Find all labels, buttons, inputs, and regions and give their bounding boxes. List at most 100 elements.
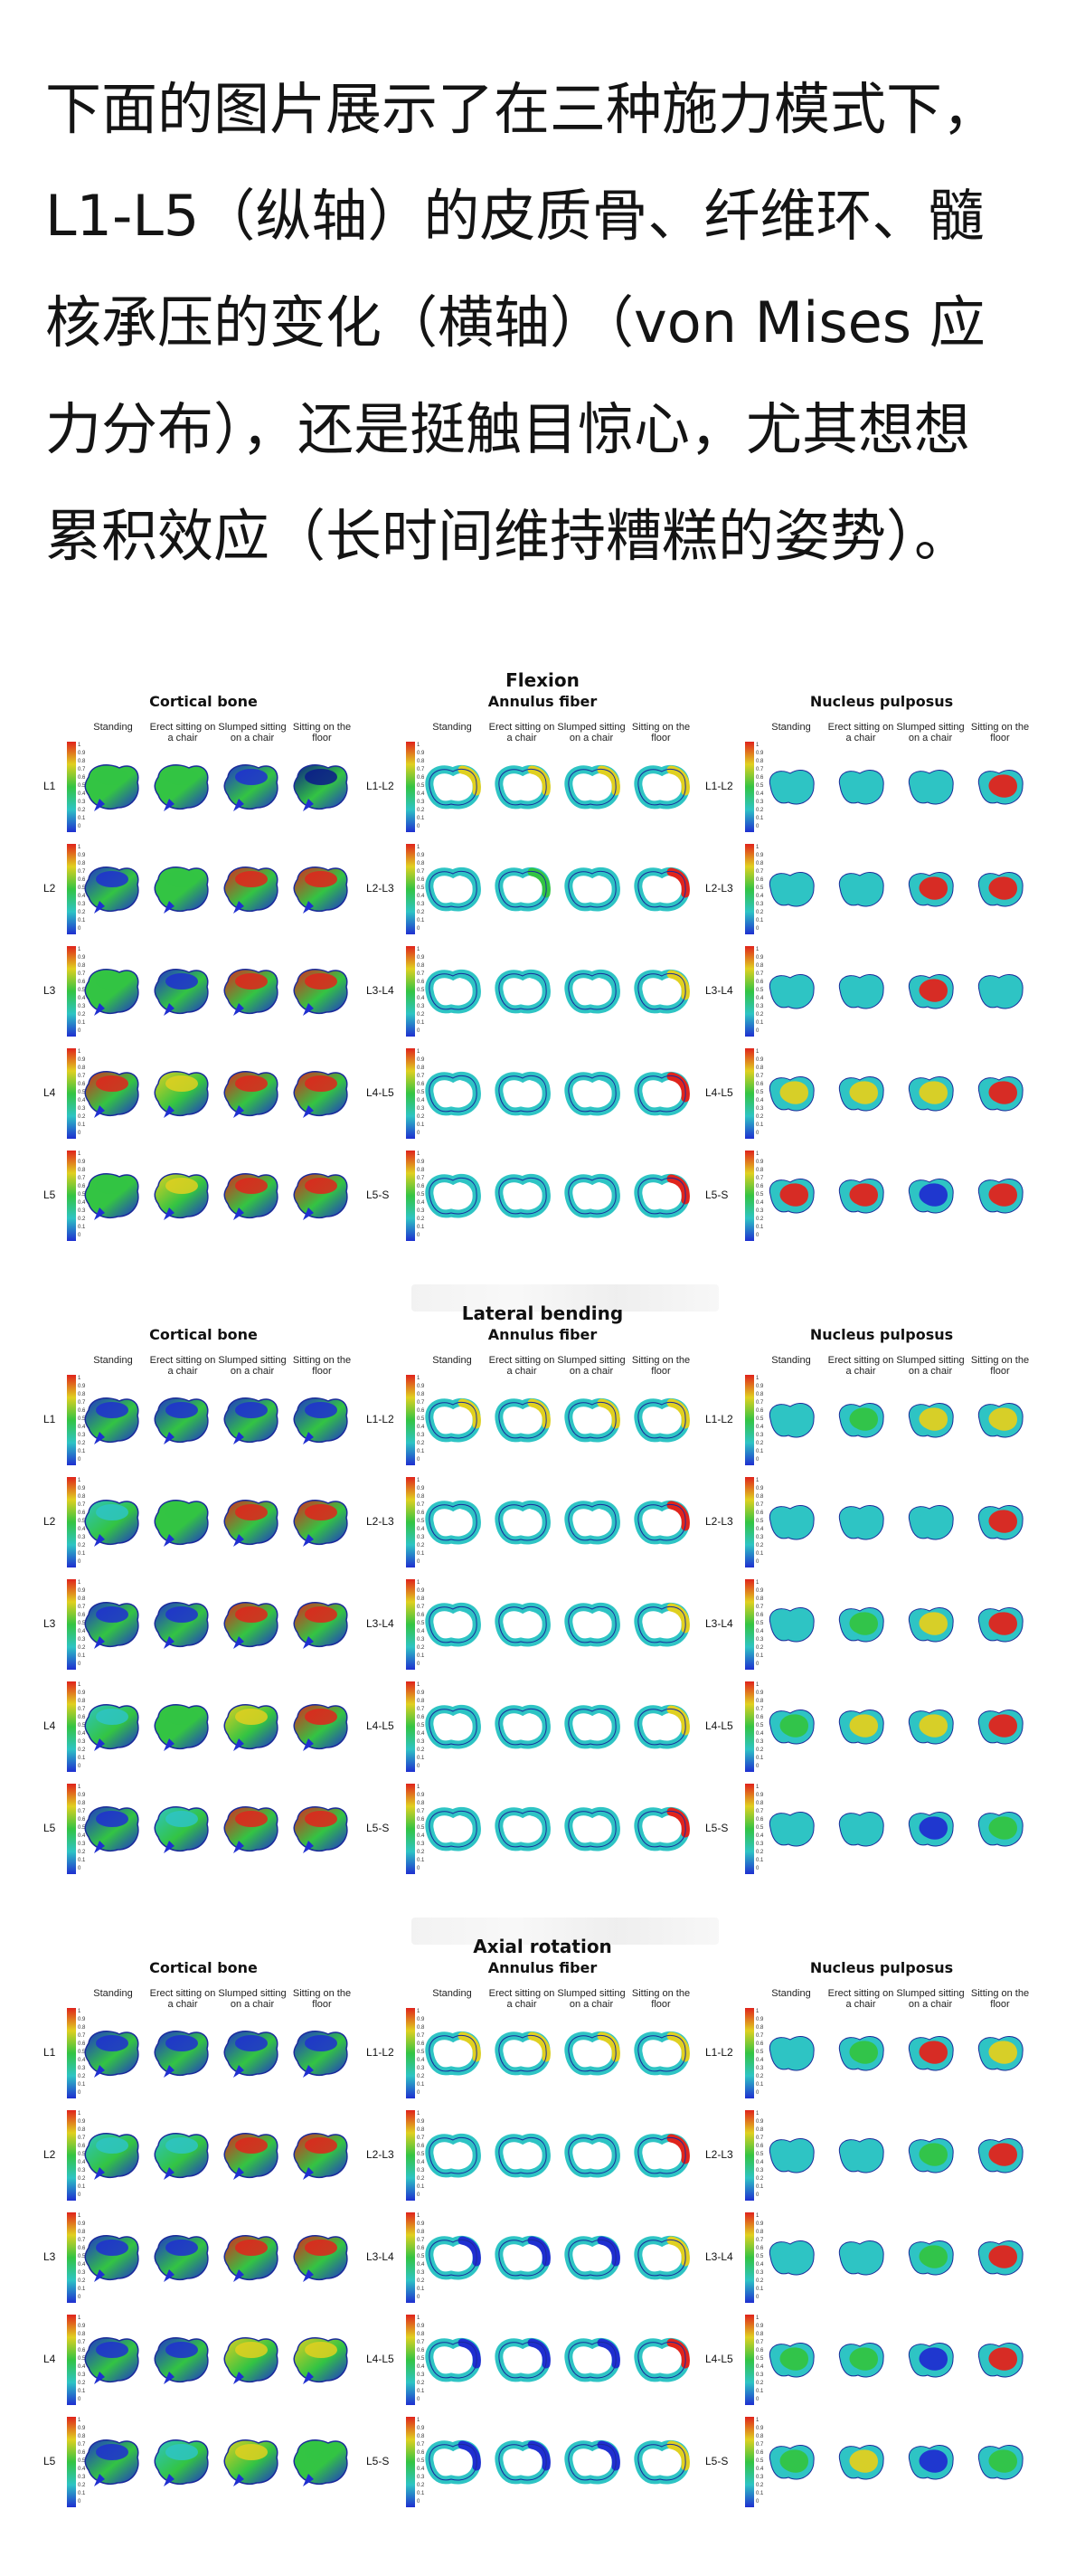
colorbar-tick: 0 <box>417 1559 420 1565</box>
colorbar-tick: 0.8 <box>78 2127 86 2133</box>
colorbar-tick: 0.1 <box>78 1122 86 1128</box>
bean-shape-icon <box>769 872 815 907</box>
ring-shape-icon <box>564 2133 620 2178</box>
colorbar-tick: 1 <box>78 1682 81 1688</box>
colorbar-ticks: 1 0.9 0.8 0.7 0.6 0.5 0.4 0.3 0.2 0.1 0 <box>756 1784 779 1874</box>
ring-cell <box>629 1392 693 1452</box>
colorbar-ticks: 1 0.9 0.8 0.7 0.6 0.5 0.4 0.3 0.2 0.1 0 <box>756 2008 779 2098</box>
colorbar-tick: 1 <box>756 1151 760 1157</box>
ring-shape-icon <box>425 2337 481 2382</box>
colorbar-tick: 0.2 <box>417 2483 425 2488</box>
colorbar-tick: 0 <box>78 2192 81 2198</box>
colorbar-ticks: 1 0.9 0.8 0.7 0.6 0.5 0.4 0.3 0.2 0.1 0 <box>756 1681 779 1772</box>
bean-shape-icon <box>977 2343 1024 2378</box>
colorbar-tick: 0.2 <box>78 808 86 813</box>
row-label: L1 <box>43 1413 56 1425</box>
colorbar-tick: 0.5 <box>78 783 86 789</box>
panel-title: Annulus fiber <box>487 1959 598 1976</box>
colorbar-tick: 0.8 <box>756 2025 764 2031</box>
bone-shape-icon <box>293 764 348 811</box>
row-label: L2-L3 <box>366 2148 394 2161</box>
ring-cell <box>490 1494 553 1554</box>
bean-cell <box>829 2434 892 2494</box>
colorbar-tick: 0.5 <box>417 1723 425 1728</box>
colorbar-tick: 0.2 <box>417 1114 425 1120</box>
colorbar-tick: 0.5 <box>78 2356 86 2362</box>
ring-shape-icon <box>495 1500 551 1545</box>
colorbar-tick: 0.9 <box>756 751 764 756</box>
colorbar-tick: 0 <box>78 2397 81 2402</box>
bean-cell <box>899 2332 962 2391</box>
colorbar-ticks: 1 0.9 0.8 0.7 0.6 0.5 0.4 0.3 0.2 0.1 0 <box>417 2212 440 2303</box>
colorbar-tick: 0.7 <box>417 2340 425 2345</box>
bean-shape-icon <box>838 1812 884 1847</box>
colorbar <box>406 2212 415 2303</box>
colorbar-tick: 0.3 <box>78 2372 86 2378</box>
colorbar-tick: 0.4 <box>78 2262 86 2268</box>
colorbar-tick: 0.1 <box>78 816 86 821</box>
colorbar-tick: 0.3 <box>417 1004 425 1009</box>
colorbar-tick: 0.2 <box>756 1645 764 1651</box>
bone-cell <box>290 1699 354 1758</box>
colorbar-tick: 1 <box>78 2213 81 2219</box>
colorbar-tick: 0.5 <box>417 1416 425 1422</box>
colorbar-tick: 0.4 <box>417 996 425 1001</box>
bone-shape-icon <box>293 969 348 1016</box>
colorbar-tick: 0.4 <box>756 2262 764 2268</box>
colorbar-tick: 0.7 <box>78 2238 86 2243</box>
section-title: Axial rotation <box>473 1936 612 1957</box>
colorbar-tick: 0.9 <box>756 1160 764 1165</box>
ring-cell <box>420 2127 484 2187</box>
ring-cell <box>420 2025 484 2085</box>
bone-shape-icon <box>154 2133 209 2180</box>
colorbar-tick: 0.5 <box>78 1825 86 1831</box>
colorbar-tick: 0.6 <box>756 1613 764 1618</box>
row-label: L2-L3 <box>705 1515 733 1528</box>
colorbar-tick: 0.3 <box>417 2475 425 2480</box>
colorbar-tick: 0.1 <box>417 1122 425 1128</box>
colorbar-tick: 0.4 <box>78 1833 86 1839</box>
colorbar <box>67 946 76 1037</box>
colorbar-tick: 0.8 <box>417 2230 425 2235</box>
colorbar-tick: 0.4 <box>417 791 425 797</box>
colorbar-tick: 0.8 <box>417 963 425 969</box>
bean-shape-icon <box>977 1403 1024 1438</box>
colorbar-tick: 0.1 <box>417 1653 425 1659</box>
colorbar-tick: 1 <box>417 1376 420 1381</box>
colorbar-tick: 0.8 <box>756 1699 764 1704</box>
colorbar-tick: 0.8 <box>756 759 764 764</box>
colorbar-tick: 0.3 <box>78 1208 86 1214</box>
colorbar-tick: 0.2 <box>756 1217 764 1222</box>
colorbar-tick: 0.7 <box>78 1605 86 1610</box>
colorbar-tick: 0.3 <box>756 1208 764 1214</box>
colorbar-tick: 0 <box>417 1131 420 1136</box>
colorbar <box>745 1477 754 1567</box>
bone-cell <box>81 1699 145 1758</box>
bean-shape-icon <box>977 1812 1024 1847</box>
figure-section: Axial rotation Cortical bone Standing Erect… <box>43 1918 1040 2551</box>
colorbar-tick: 0.5 <box>78 1621 86 1626</box>
column-header: Slumped sitting on a chair <box>557 1988 626 2010</box>
bean-cell <box>899 1065 962 1125</box>
ring-cell <box>490 1596 553 1656</box>
bone-cell <box>221 759 284 819</box>
bone-shape-icon <box>293 1173 348 1220</box>
colorbar-tick: 0.4 <box>417 2262 425 2268</box>
colorbar-tick: 0.4 <box>417 894 425 899</box>
column-header: Sitting on the floor <box>631 1355 691 1377</box>
post-line: 核承压的变化（横轴）（von Mises 应 <box>45 289 986 355</box>
colorbar-tick: 0.7 <box>417 2238 425 2243</box>
colorbar-tick: 0.6 <box>78 877 86 883</box>
colorbar-tick: 0.5 <box>756 1825 764 1831</box>
colorbar-tick: 0.4 <box>78 1425 86 1430</box>
colorbar-ticks: 1 0.9 0.8 0.7 0.6 0.5 0.4 0.3 0.2 0.1 0 <box>417 1681 440 1772</box>
row-label: L5 <box>43 1822 56 1834</box>
ring-cell <box>629 2025 693 2085</box>
colorbar-tick: 0.3 <box>756 1535 764 1540</box>
bean-shape-icon <box>977 1179 1024 1214</box>
bean-shape-icon <box>769 2138 815 2174</box>
colorbar-tick: 0.4 <box>78 1629 86 1634</box>
colorbar-tick: 0.9 <box>417 1588 425 1594</box>
colorbar-tick: 0.6 <box>756 1511 764 1516</box>
colorbar-tick: 0.4 <box>417 1527 425 1532</box>
